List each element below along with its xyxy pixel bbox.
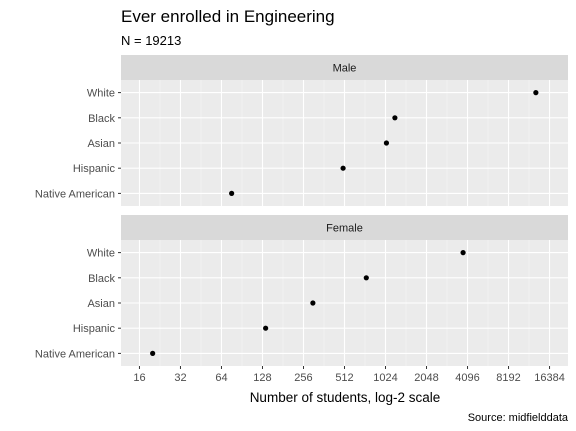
y-tick-label: White: [87, 248, 115, 260]
x-axis-label: Number of students, log-2 scale: [250, 390, 441, 405]
data-point: [340, 165, 346, 171]
y-tick-label: Black: [88, 273, 115, 285]
x-tick-label: 32: [174, 372, 186, 384]
facet-female: Female White Black Asian Hispanic Native Amer…: [35, 215, 568, 366]
x-tick-label: 64: [215, 372, 227, 384]
data-point: [310, 300, 316, 306]
x-tick-label: 1024: [373, 372, 397, 384]
x-tick-label: 8192: [496, 372, 520, 384]
data-point: [392, 115, 398, 121]
chart-title: Ever enrolled in Engineering: [121, 7, 335, 26]
x-tick-label: 16: [133, 372, 145, 384]
x-tick-label: 16384: [534, 372, 565, 384]
facet-strip: [121, 215, 568, 240]
y-tick-label: Asian: [87, 138, 115, 150]
x-tick-label: 4096: [455, 372, 479, 384]
x-tick-label: 128: [253, 372, 271, 384]
data-point: [150, 350, 156, 356]
facets-layer: Male White Black Asian Hispanic Native Americ…: [35, 55, 568, 366]
y-tick-label: Asian: [87, 298, 115, 310]
data-point: [263, 325, 269, 331]
y-tick-label: Hispanic: [73, 163, 116, 175]
chart-caption: Source: midfielddata: [468, 412, 569, 424]
data-point: [229, 190, 235, 196]
facet-male: Male White Black Asian Hispanic Native Americ…: [35, 55, 568, 206]
data-point: [363, 275, 369, 281]
y-tick-label: Native American: [35, 188, 115, 200]
y-tick-label: Native American: [35, 348, 115, 360]
data-point: [533, 90, 539, 96]
facet-strip: [121, 55, 568, 80]
x-tick-label: 512: [335, 372, 353, 384]
y-tick-label: Hispanic: [73, 323, 116, 335]
x-tick-label: 256: [294, 372, 312, 384]
y-tick-label: Black: [88, 113, 115, 125]
y-tick-label: White: [87, 88, 115, 100]
x-axis: 16 32 64 128 256 512 1024 2048 4096 8192 16384: [133, 366, 565, 384]
data-point: [383, 140, 390, 146]
x-tick-label: 2048: [414, 372, 438, 384]
data-point: [460, 250, 466, 256]
chart-subtitle: N = 19213: [121, 33, 181, 48]
facet-strip-label: Female: [326, 223, 363, 235]
facet-strip-label: Male: [333, 63, 357, 75]
